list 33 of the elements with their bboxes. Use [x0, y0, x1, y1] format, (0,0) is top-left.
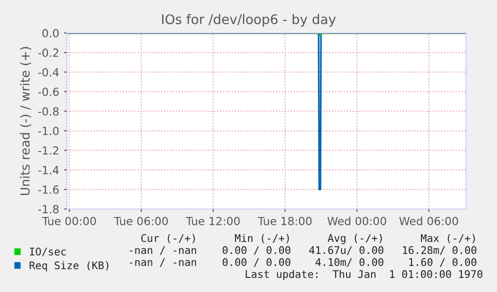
y-tick-label: -1.8 — [38, 204, 59, 214]
text: 16.28m/ 0.00 — [403, 246, 476, 255]
text: Avg (-/+) — [328, 234, 382, 244]
legend-label: Req Size (KB) — [30, 261, 108, 272]
y-axis-title: Units read (-) / write (+) — [20, 47, 32, 195]
y-tick-label: -1.6 — [38, 185, 59, 194]
x-tick-label: Tue 18:00 — [258, 216, 312, 226]
y-tick-label: -0.8 — [38, 107, 59, 116]
y-tick-label: 0.0 — [42, 28, 59, 38]
text: Max (-/+) — [420, 234, 475, 244]
text: -nan / -nan — [130, 258, 196, 267]
text: Cur (-/+) — [141, 234, 195, 244]
x-tick-label: Wed 00:00 — [327, 216, 386, 226]
y-tick-label: -1.2 — [38, 146, 58, 155]
y-tick-label: -1.4 — [38, 166, 59, 174]
text: 41.67u/ 0.00 — [309, 246, 384, 255]
text: Last update: Thu Jan 1 01:00:00 1970 — [246, 270, 482, 280]
text: 0.00 / 0.00 — [222, 258, 290, 267]
x-tick-label: Wed 06:00 — [399, 216, 458, 226]
x-tick-label: Tue 00:00 — [42, 216, 96, 226]
x-tick-label: Tue 06:00 — [114, 216, 168, 226]
text: 0.00 / 0.00 — [222, 246, 290, 255]
text: -nan / -nan — [130, 246, 196, 255]
text: 1.60 / 0.00 — [409, 258, 476, 267]
x-tick-label: Tue 12:00 — [186, 216, 240, 226]
chart-title: IOs for /dev/loop6 - by day — [162, 14, 336, 27]
legend-label: IO/sec — [30, 248, 66, 256]
text: Min (-/+) — [234, 234, 289, 244]
y-tick-label: -0.6 — [38, 88, 59, 96]
y-tick-label: -1.0 — [38, 126, 59, 136]
y-tick-label: -0.4 — [38, 68, 59, 76]
text: 4.10m/ 0.00 — [316, 258, 384, 267]
y-tick-label: -0.2 — [38, 48, 58, 57]
